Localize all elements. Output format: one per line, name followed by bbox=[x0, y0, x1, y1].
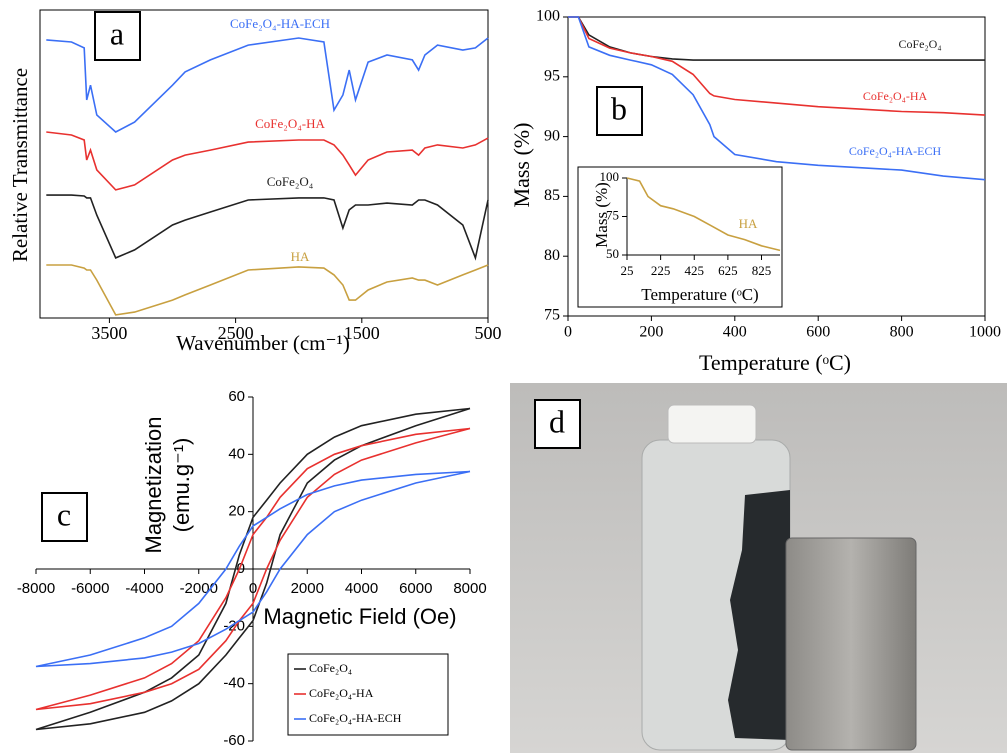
panel-label: d bbox=[549, 403, 565, 439]
y-tick-label: -40 bbox=[223, 675, 245, 692]
panel-label-box bbox=[94, 11, 141, 61]
x-tick-label: 25 bbox=[621, 263, 634, 278]
photo: d bbox=[510, 383, 1007, 753]
x-tick-label: 800 bbox=[890, 324, 914, 341]
x-tick-label: 2000 bbox=[291, 580, 324, 597]
panel-label: b bbox=[611, 90, 627, 126]
y-tick-label: 60 bbox=[228, 388, 245, 405]
y-tick-label: 90 bbox=[544, 127, 560, 144]
x-tick-label: 6000 bbox=[399, 580, 432, 597]
series-label: CoFe₂O₄-HA bbox=[863, 89, 928, 103]
powder bbox=[728, 490, 790, 740]
legend-box bbox=[287, 653, 449, 736]
plot-frame bbox=[39, 9, 489, 319]
panel-label-box bbox=[596, 86, 643, 136]
y-tick-label: 100 bbox=[536, 8, 560, 25]
series-line bbox=[46, 37, 489, 133]
panel-label: a bbox=[110, 15, 124, 51]
y-tick-label: 85 bbox=[544, 187, 560, 204]
x-tick-label: 3500 bbox=[91, 323, 127, 343]
panel-label: c bbox=[57, 496, 71, 532]
x-tick-label: 425 bbox=[685, 263, 705, 278]
y-tick-label: 95 bbox=[544, 67, 560, 84]
x-tick-label: 225 bbox=[651, 263, 671, 278]
plot-frame bbox=[567, 16, 986, 317]
panel-label-box bbox=[534, 399, 581, 449]
x-tick-label: 625 bbox=[718, 263, 738, 278]
y-axis-title: Mass (%) bbox=[592, 182, 611, 248]
series-line bbox=[35, 407, 471, 731]
x-tick-label: 2500 bbox=[218, 323, 254, 343]
chart: -8000 -6000 -4000 -2000 0 2000 4000 6000 8000 -60… bbox=[17, 388, 487, 749]
magnet bbox=[785, 537, 917, 751]
vial-cap bbox=[667, 404, 757, 444]
series-label: HA bbox=[291, 249, 310, 264]
chart: 25 225 425 625 825 50 75 100 HA Temperature (ᵒC) M… bbox=[592, 169, 781, 304]
series-label: CoFe₂O₄ bbox=[267, 174, 314, 189]
x-tick-label: 0 bbox=[564, 324, 572, 341]
inset-frame bbox=[577, 166, 783, 308]
y-tick-label: 40 bbox=[228, 445, 245, 462]
y-tick-label: 80 bbox=[544, 247, 560, 264]
series-line bbox=[568, 16, 986, 116]
series-line bbox=[568, 16, 986, 181]
legend-label: CoFe₂O₄-HA-ECH bbox=[309, 711, 402, 725]
series-line bbox=[46, 264, 489, 316]
series-line bbox=[626, 177, 781, 252]
chart: 0 200 400 600 800 1000 75 80 85 90 95 100 CoFe₂O₄ CoF… bbox=[509, 8, 1001, 375]
x-tick-label: -4000 bbox=[125, 580, 163, 597]
x-tick-label: 500 bbox=[475, 323, 502, 343]
y-axis-title: Magnetization bbox=[141, 417, 166, 554]
y-tick-label: 100 bbox=[600, 169, 620, 184]
y-tick-label: 0 bbox=[237, 560, 245, 577]
x-tick-label: -8000 bbox=[17, 580, 55, 597]
y-axis-title: (emu.g⁻¹) bbox=[169, 438, 194, 533]
series-line bbox=[35, 470, 471, 668]
x-tick-label: 8000 bbox=[453, 580, 486, 597]
x-tick-label: 1000 bbox=[969, 324, 1001, 341]
series-line bbox=[46, 194, 489, 261]
series-line bbox=[35, 427, 471, 711]
y-tick-label: 20 bbox=[228, 503, 245, 520]
y-tick-label: 75 bbox=[606, 207, 619, 222]
x-tick-label: -6000 bbox=[71, 580, 109, 597]
x-tick-label: 200 bbox=[639, 324, 663, 341]
y-axis-title: Mass (%) bbox=[509, 123, 534, 208]
x-tick-label: 400 bbox=[723, 324, 747, 341]
y-axis-title: Relative Transmittance bbox=[8, 68, 32, 262]
series-line bbox=[568, 16, 985, 61]
x-axis-title: Magnetic Field (Oe) bbox=[263, 604, 456, 629]
x-axis-title: Temperature (ᵒC) bbox=[699, 350, 851, 375]
series-label: CoFe₂O₄-HA bbox=[255, 116, 325, 131]
x-tick-label: -2000 bbox=[180, 580, 218, 597]
y-tick-label: 50 bbox=[606, 246, 619, 261]
series-label: CoFe₂O₄-HA-ECH bbox=[849, 144, 942, 158]
series-line bbox=[46, 131, 489, 191]
series-label: CoFe₂O₄-HA-ECH bbox=[230, 16, 330, 31]
legend-label: CoFe₂O₄ bbox=[309, 661, 352, 675]
x-axis-title: Temperature (ᵒC) bbox=[641, 285, 758, 304]
series-label: HA bbox=[739, 216, 758, 231]
x-tick-label: 1500 bbox=[344, 323, 380, 343]
y-tick-label: -60 bbox=[223, 732, 245, 749]
chart: 3500 2500 1500 500 CoFe₂O₄-HA-ECH CoFe₂O₄-HA C… bbox=[8, 9, 502, 355]
panel-label-box bbox=[41, 492, 88, 542]
x-tick-label: 600 bbox=[806, 324, 830, 341]
legend-label: CoFe₂O₄-HA bbox=[309, 686, 374, 700]
x-tick-label: 825 bbox=[752, 263, 772, 278]
x-tick-label: 4000 bbox=[345, 580, 378, 597]
x-tick-label: 0 bbox=[249, 580, 257, 597]
x-axis-title: Wavenumber (cm⁻¹) bbox=[176, 331, 350, 355]
y-tick-label: 75 bbox=[544, 307, 560, 324]
series-label: CoFe₂O₄ bbox=[898, 37, 941, 51]
